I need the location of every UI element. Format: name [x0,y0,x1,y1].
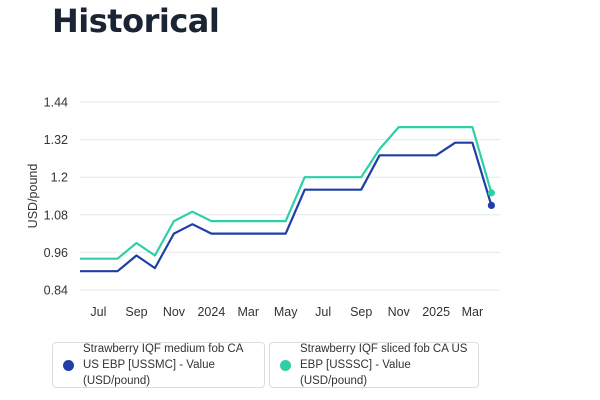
y-tick-label: 0.96 [44,246,68,260]
series-end-point-1[interactable] [487,189,496,197]
y-tick-label: 0.84 [44,284,68,298]
legend-label: Strawberry IQF sliced fob CA US EBP [USS… [300,343,468,387]
x-tick-label: 2025 [422,305,450,319]
x-tick-label: Nov [388,305,411,319]
x-tick-label: Sep [350,305,372,319]
x-tick-label: Jul [90,305,106,319]
x-tick-label: May [274,305,298,319]
series-lines [80,125,493,273]
x-tick-label: Mar [237,305,259,319]
y-axis-title: USD/pound [26,164,40,229]
x-tick-label: 2024 [197,305,225,319]
legend-marker-icon [280,359,291,371]
x-tick-labels: Jul Sep Nov 2024 Mar May Jul Sep Nov 2025 Mar [90,305,483,319]
grid-lines [80,101,500,291]
series-end-markers [487,189,496,209]
legend-label: Strawberry IQF medium fob CA US EBP [USS… [83,343,243,387]
y-tick-labels: 0.84 0.96 1.08 1.2 1.32 1.44 [44,96,68,298]
legend-item-medium[interactable]: Strawberry IQF medium fob CA US EBP [USS… [52,342,265,388]
x-tick-label: Mar [462,305,484,319]
y-tick-label: 1.08 [44,208,68,222]
y-tick-label: 1.2 [51,171,68,185]
series-end-point-0[interactable] [487,201,496,209]
legend-marker-icon [63,359,74,371]
page-title: Historical [52,2,220,40]
x-tick-label: Jul [315,305,331,319]
x-tick-label: Sep [125,305,147,319]
series-line-0 [80,141,493,273]
y-tick-label: 1.44 [44,96,68,110]
y-tick-label: 1.32 [44,133,68,147]
x-tick-label: Nov [163,305,186,319]
line-chart: 0.84 0.96 1.08 1.2 1.32 1.44 Jul Sep Nov 2024 Mar… [26,96,500,319]
legend-item-sliced[interactable]: Strawberry IQF sliced fob CA US EBP [USS… [269,342,479,388]
series-line-1 [80,125,493,260]
